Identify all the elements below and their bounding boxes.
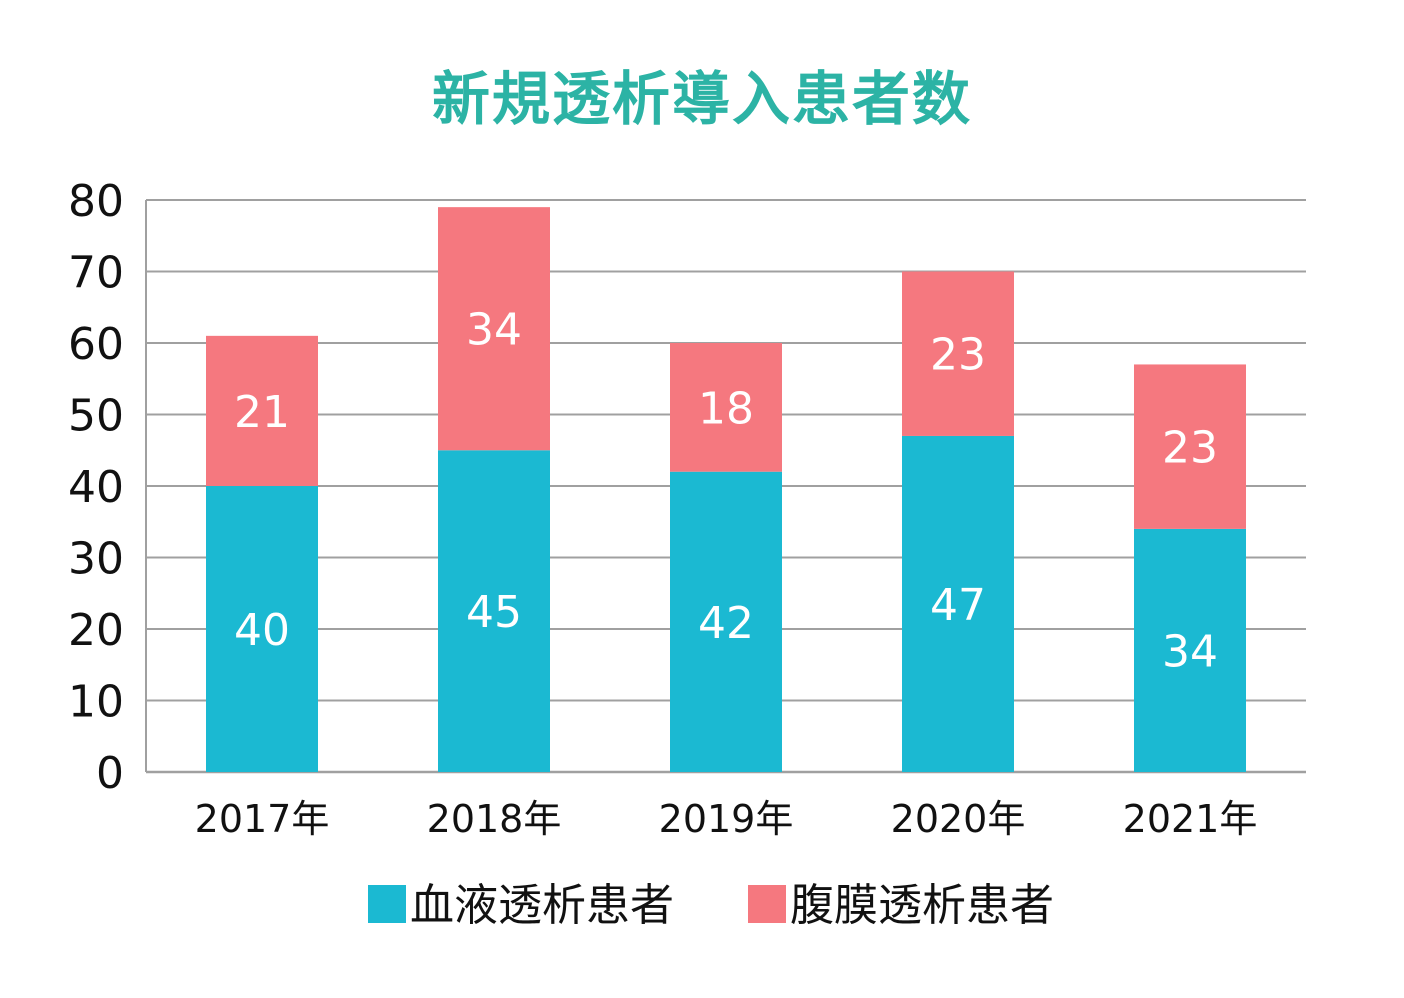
bar-peritoneal-3 <box>670 343 782 472</box>
legend: 血液透析患者 腹膜透析患者 <box>368 880 1054 931</box>
data-label-hemo-2: 45 <box>466 587 522 638</box>
x-tick-label: 2018年 <box>427 797 562 841</box>
data-label-peritoneal-5: 23 <box>1162 423 1218 474</box>
bar-peritoneal-4 <box>902 271 1014 436</box>
data-label-peritoneal-3: 18 <box>698 383 754 434</box>
x-axis-ticks: 2017年 2018年 2019年 2020年 2021年 <box>195 797 1258 841</box>
bar-hemo-4 <box>902 435 1014 772</box>
y-tick-label: 20 <box>68 605 124 656</box>
y-axis-ticks: 0 10 20 30 40 50 60 70 80 <box>68 176 124 799</box>
bar-hemo-5 <box>1134 528 1246 772</box>
legend-label-hemo: 血液透析患者 <box>410 880 674 931</box>
y-tick-label: 40 <box>68 462 124 513</box>
data-label-peritoneal-4: 23 <box>930 330 986 381</box>
y-tick-label: 0 <box>96 748 124 799</box>
data-labels: 40 21 45 34 42 18 47 23 34 23 <box>234 305 1218 678</box>
x-tick-label: 2020年 <box>891 797 1026 841</box>
y-tick-label: 30 <box>68 534 124 585</box>
data-label-hemo-5: 34 <box>1162 626 1218 677</box>
data-label-hemo-4: 47 <box>930 580 986 631</box>
bar-peritoneal-5 <box>1134 364 1246 529</box>
bars <box>206 207 1246 772</box>
y-tick-label: 70 <box>68 248 124 299</box>
bar-hemo-2 <box>438 450 550 772</box>
y-tick-label: 80 <box>68 176 124 227</box>
bar-hemo-3 <box>670 471 782 772</box>
y-tick-label: 50 <box>68 391 124 442</box>
legend-swatch-hemo <box>368 885 406 923</box>
legend-swatch-peritoneal <box>748 885 786 923</box>
bar-peritoneal-2 <box>438 207 550 451</box>
x-tick-label: 2021年 <box>1123 797 1258 841</box>
chart-title: 新規透析導入患者数 <box>431 65 972 133</box>
x-tick-label: 2017年 <box>195 797 330 841</box>
x-tick-label: 2019年 <box>659 797 794 841</box>
y-tick-label: 60 <box>68 319 124 370</box>
bar-peritoneal-1 <box>206 335 318 486</box>
y-tick-label: 10 <box>68 677 124 728</box>
data-label-hemo-3: 42 <box>698 598 754 649</box>
data-label-hemo-1: 40 <box>234 605 290 656</box>
legend-label-peritoneal: 腹膜透析患者 <box>790 880 1054 931</box>
bar-hemo-1 <box>206 486 318 772</box>
data-label-peritoneal-2: 34 <box>466 305 522 356</box>
data-label-peritoneal-1: 21 <box>234 387 290 438</box>
